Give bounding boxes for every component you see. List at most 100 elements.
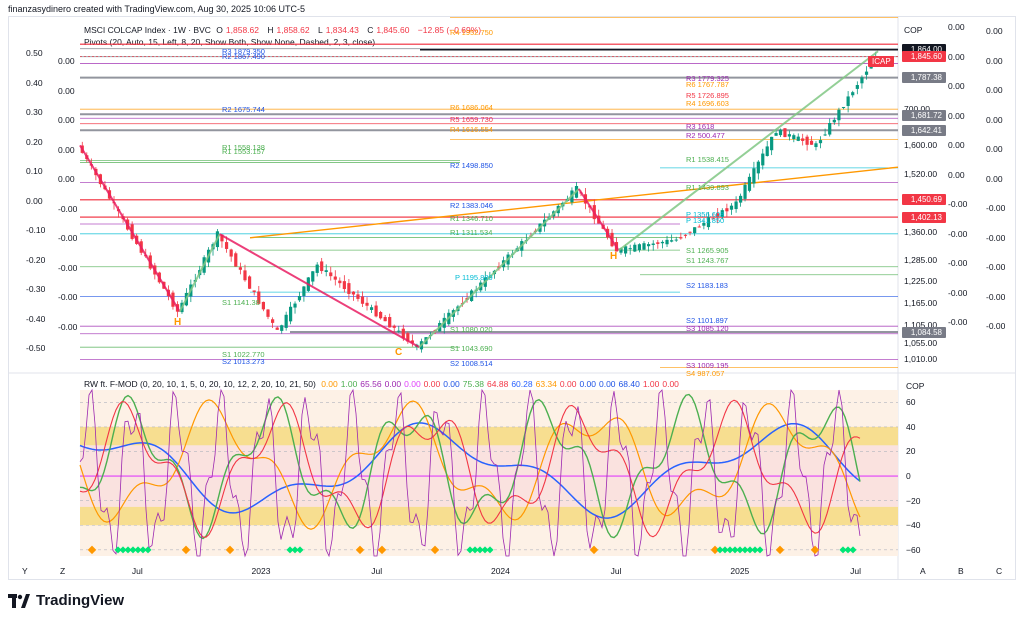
right-level-label: -0.00 [948,317,968,327]
left-level-label-2: -0.00 [58,292,78,302]
pivot-label: R6 1686.064 [450,103,493,112]
pivot-label: R2 1498.850 [450,161,493,170]
left-level-label: -0.50 [26,343,46,353]
pivot-label: R4 1696.603 [686,99,729,108]
price-axis-tick: 1,225.00 [904,276,938,287]
right-level-label: -0.00 [948,287,968,298]
osc-axis-tick: 60 [906,397,916,408]
pivot-label: R1 1346.710 [450,214,493,223]
pivot-label: P 1195.889 [455,273,493,282]
right-level-label: 0.00 [948,140,965,150]
time-axis-label: Jul [850,566,861,576]
osc-value: 1.00 [642,379,660,389]
osc-axis-tick: −60 [906,544,921,555]
pivot-label: R4 1952.750 [450,28,493,37]
oscillator-axis-currency: COP [906,381,925,391]
right-level-label: 0.00 [948,22,965,32]
left-level-label: 0.40 [26,77,43,88]
osc-axis-tick: −40 [906,520,921,531]
pivot-label: S1 1043.690 [450,344,493,353]
left-level-label: -0.30 [26,284,46,294]
price-change: −12.85 (−0.69%) [417,25,482,35]
pivot-label: R3 1879.350 [222,47,265,56]
right-level-label-2: -0.00 [986,291,1006,302]
pivot-label: S1 1265.905 [686,246,729,255]
pivot-label: R1 1553.157 [222,147,265,156]
pattern-label: H [610,251,618,262]
price-axis-tick: 1,055.00 [904,337,938,348]
left-level-label: 0.00 [26,195,43,206]
left-level-label: 0.10 [26,166,43,176]
left-level-label-2: -0.00 [58,233,78,243]
left-level-label-2: -0.00 [58,203,78,214]
pivot-label: R2 1675.744 [222,105,265,114]
scale-z-button[interactable]: Z [60,566,66,576]
pattern-label: C [395,347,403,358]
price-tag: 1,787.38 [902,72,946,84]
right-level-label: 0.00 [948,110,965,121]
osc-axis-tick: 20 [906,446,916,457]
pivot-label: S2 1183.183 [686,281,728,290]
time-axis-label: 2025 [730,566,750,576]
scale-y-button[interactable]: Y [22,566,28,576]
left-level-label-2: 0.00 [58,174,75,184]
price-axis-tick: 1,600.00 [904,140,938,151]
right-level-label-2: -0.00 [986,321,1006,331]
left-level-label: 0.50 [26,48,43,58]
price-axis-currency: COP [904,25,923,35]
osc-value: 75.38 [462,379,485,389]
price-tag: 1,864.00 [902,44,946,56]
price-axis-tick: 1,165.00 [904,297,938,308]
left-level-label: -0.10 [26,225,46,235]
tradingview-logo-icon [8,593,30,608]
osc-value: 0.00 [662,379,679,389]
osc-value: 0.00 [321,379,338,389]
price-axis-tick: 1,010.00 [904,354,938,365]
right-level-label-2: 0.00 [986,144,1003,154]
osc-value: 0.00 [404,379,421,389]
oscillator-values: 0.00 1.00 65.56 0.00 0.00 0.00 0.00 75.38 64.88 6… [321,379,682,389]
scale-a-button[interactable]: A [920,566,926,576]
pivot-label: R1 1439.893 [686,183,729,192]
left-level-label: -0.40 [26,313,46,324]
oscillator-legend[interactable]: RW ft. F-MOD (0, 20, 10, 1, 5, 0, 20, 10… [84,379,685,389]
right-level-label-2: 0.00 [986,26,1003,36]
symbol-name[interactable]: MSCI COLCAP Index · 1W · BVC [84,25,211,35]
osc-value: 64.88 [487,379,509,389]
osc-value: 1.00 [340,379,358,389]
price-tag: 1,681.72 [902,110,946,122]
time-axis-label: 2024 [490,566,510,576]
right-level-label: 0.00 [948,51,965,62]
osc-value: 60.28 [511,379,533,389]
chart-credit: finanzasydinero created with TradingView… [8,4,306,14]
pivot-label: R1 1558.138 [222,143,265,152]
pivot-label: S3 1085.120 [686,324,729,333]
icap-tag: ICAP [868,56,894,67]
tradingview-logo[interactable]: TradingView [8,592,124,609]
osc-value: 0.00 [579,379,596,389]
right-level-label: 0.00 [948,169,965,180]
pivot-label: R3 1618 [686,122,715,131]
price-tag: 1,642.41 [902,124,946,136]
pivot-label: P 1341.850 [686,216,725,225]
right-level-label-2: -0.00 [986,262,1006,272]
brand-name: TradingView [36,592,125,609]
price-axis-tick: 1,360.00 [904,227,938,238]
right-level-label-2: 0.00 [986,85,1003,95]
right-level-label-2: 0.00 [986,173,1003,184]
right-level-label-2: 0.00 [986,55,1003,66]
pivot-label: R4 1616.554 [450,125,493,134]
pivot-label: S4 987.057 [686,369,725,378]
right-level-label-2: -0.00 [986,232,1006,243]
osc-value: 0.00 [598,379,616,389]
osc-value: 0.00 [443,379,460,389]
scale-c-button[interactable]: C [996,566,1003,576]
pivots-legend[interactable]: Pivots (20, Auto, 15, Left, 8, 20, Show … [84,37,376,47]
scale-b-button[interactable]: B [958,566,964,576]
price-tag: 1,402.13 [902,211,946,223]
pivot-label: R2 500.477 [686,131,725,140]
left-level-label-2: -0.00 [58,321,78,332]
osc-value: 0.00 [559,379,577,389]
right-level-label: 0.00 [948,81,965,91]
right-level-label-2: 0.00 [986,114,1003,125]
